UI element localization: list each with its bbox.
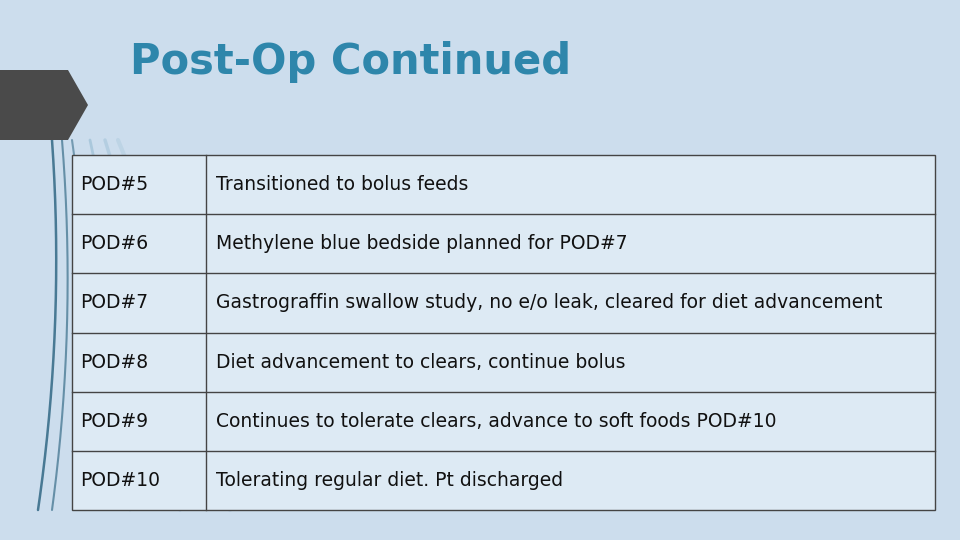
Text: Gastrograffin swallow study, no e/o leak, cleared for diet advancement: Gastrograffin swallow study, no e/o leak…	[216, 293, 882, 313]
Text: Continues to tolerate clears, advance to soft foods POD#10: Continues to tolerate clears, advance to…	[216, 411, 777, 431]
Bar	[205, 273, 935, 333]
Bar	[205, 155, 935, 214]
Text: POD#5: POD#5	[80, 175, 148, 194]
Text: POD#7: POD#7	[80, 293, 148, 313]
Bar	[72, 214, 205, 273]
Text: POD#9: POD#9	[80, 411, 148, 431]
Bar	[72, 155, 205, 214]
Text: Tolerating regular diet. Pt discharged: Tolerating regular diet. Pt discharged	[216, 471, 563, 490]
Text: Transitioned to bolus feeds: Transitioned to bolus feeds	[216, 175, 468, 194]
Text: POD#10: POD#10	[80, 471, 160, 490]
Text: POD#6: POD#6	[80, 234, 148, 253]
Bar	[205, 214, 935, 273]
Bar	[205, 451, 935, 510]
Text: Methylene blue bedside planned for POD#7: Methylene blue bedside planned for POD#7	[216, 234, 628, 253]
Bar	[72, 155, 935, 510]
Text: Diet advancement to clears, continue bolus: Diet advancement to clears, continue bol…	[216, 353, 625, 372]
Polygon shape	[0, 70, 88, 140]
Bar	[72, 451, 205, 510]
Text: POD#8: POD#8	[80, 353, 148, 372]
Bar	[72, 392, 205, 451]
Text: Post-Op Continued: Post-Op Continued	[130, 41, 571, 83]
Bar	[205, 333, 935, 392]
Bar	[205, 392, 935, 451]
Bar	[72, 333, 205, 392]
Bar	[72, 273, 205, 333]
